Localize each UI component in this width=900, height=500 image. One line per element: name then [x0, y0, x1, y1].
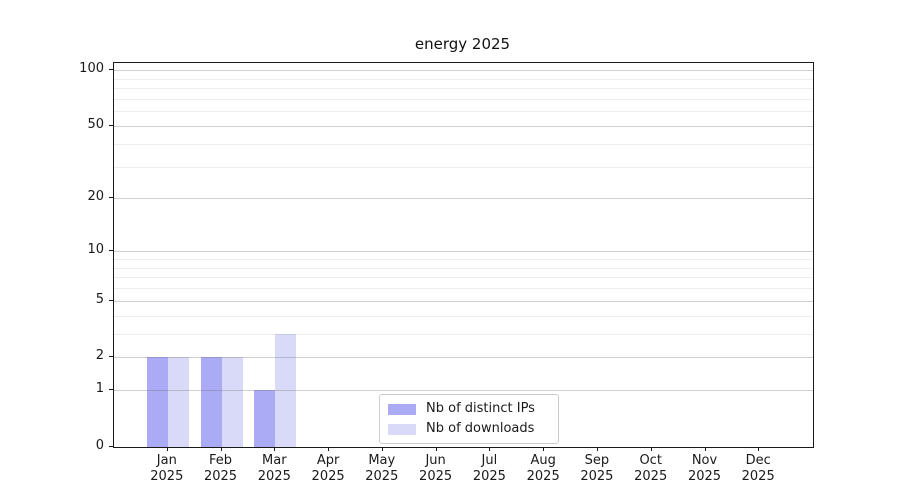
x-tick-label: Jun 2025 [419, 453, 453, 484]
gridline-major [114, 390, 813, 392]
y-tick-label: 10 [87, 242, 104, 258]
x-tick-label: Sep 2025 [580, 453, 614, 484]
gridlines-layer [114, 63, 813, 447]
x-tick-mark [758, 447, 760, 451]
x-tick-mark [166, 447, 168, 451]
gridline-minor [114, 166, 813, 168]
gridline-major [114, 125, 813, 127]
legend-swatch-distinct-ips [388, 403, 416, 415]
x-tick-mark [704, 447, 706, 451]
y-tick-mark [109, 250, 113, 252]
bar-feb-downloads [221, 357, 243, 447]
y-tick-mark [109, 446, 113, 447]
gridline-minor [114, 315, 813, 317]
y-axis: 0 1 2 5 10 20 50 100 [0, 61, 113, 453]
gridline-minor [114, 88, 813, 89]
bar-mar-ips [254, 390, 276, 447]
x-tick-label: Jan 2025 [150, 453, 184, 484]
gridline-minor [114, 288, 813, 289]
gridline-major [114, 198, 813, 200]
bar-mar-downloads [275, 333, 297, 447]
x-tick-label: Jul 2025 [472, 453, 506, 484]
y-tick-mark [109, 124, 113, 126]
x-tick-mark [328, 447, 330, 451]
y-tick-mark [109, 356, 113, 358]
gridline-major [114, 251, 813, 253]
gridline-minor [114, 267, 813, 269]
x-tick-label: Feb 2025 [203, 453, 238, 484]
gridline-major [114, 70, 813, 71]
legend: Nb of distinct IPs Nb of downloads [379, 394, 559, 444]
y-tick-mark [109, 69, 113, 70]
gridline-major [114, 357, 813, 359]
y-tick-label: 1 [95, 381, 104, 397]
x-tick-label: Oct 2025 [634, 453, 668, 484]
y-tick-label: 100 [79, 61, 104, 76]
x-axis: Jan 2025 Feb 2025 Mar 2025 Apr 2025 May 2025… [113, 447, 812, 497]
gridline-minor [114, 98, 813, 100]
legend-label-distinct-ips: Nb of distinct IPs [426, 401, 535, 416]
legend-item-downloads: Nb of downloads [388, 421, 550, 437]
x-tick-mark [381, 447, 383, 451]
chart-title: energy 2025 [414, 35, 511, 53]
gridline-minor [114, 143, 813, 145]
y-tick-label: 0 [95, 438, 104, 453]
legend-label-downloads: Nb of downloads [426, 421, 535, 436]
legend-swatch-downloads [388, 423, 416, 435]
bars-layer [114, 63, 813, 447]
x-tick-mark [274, 447, 276, 451]
gridline-major [114, 300, 813, 302]
x-tick-label: Nov 2025 [687, 453, 722, 484]
gridline-minor [114, 333, 813, 335]
x-tick-label: Dec 2025 [741, 453, 775, 484]
gridline-minor [114, 258, 813, 260]
y-tick-label: 20 [87, 189, 104, 205]
x-tick-label: Aug 2025 [526, 453, 560, 484]
x-tick-mark [435, 447, 437, 451]
y-tick-mark [109, 197, 113, 199]
gridline-minor [114, 277, 813, 279]
y-tick-label: 5 [95, 291, 104, 307]
x-tick-label: Apr 2025 [311, 453, 345, 484]
bar-jan-downloads [167, 357, 189, 447]
plot-area [113, 62, 814, 448]
x-tick-mark [650, 447, 652, 451]
x-tick-mark [220, 447, 222, 451]
x-tick-mark [489, 447, 491, 451]
x-tick-label: Mar 2025 [257, 453, 291, 484]
bar-jan-ips [146, 357, 168, 447]
gridline-minor [114, 111, 813, 113]
bar-feb-ips [200, 357, 222, 447]
y-tick-mark [109, 389, 113, 391]
x-tick-mark [543, 447, 545, 451]
y-tick-label: 2 [95, 348, 104, 364]
y-tick-mark [109, 299, 113, 301]
y-tick-label: 50 [87, 116, 104, 132]
gridline-minor [114, 78, 813, 80]
x-tick-mark [596, 447, 598, 451]
legend-item-distinct-ips: Nb of distinct IPs [388, 401, 550, 417]
x-tick-label: May 2025 [365, 453, 399, 484]
